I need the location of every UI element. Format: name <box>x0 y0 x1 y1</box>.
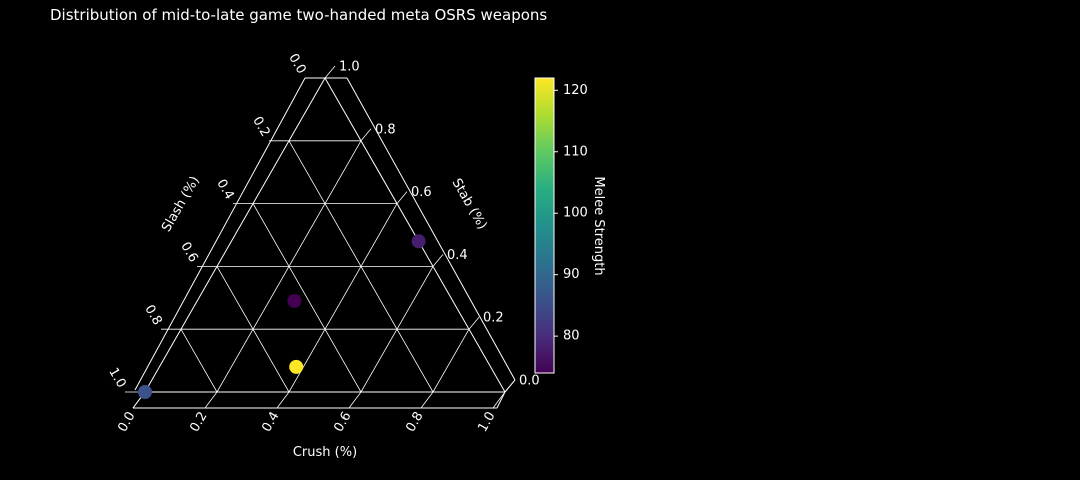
stab-tick-label: 0.0 <box>519 374 540 389</box>
colorbar-label: Melee Strength <box>591 176 606 275</box>
colorbar-tick-label: 90 <box>563 267 580 282</box>
stab-axis-label: Stab (%) <box>448 176 489 232</box>
colorbar: 80 90 100 110 120 Melee Strength <box>534 77 606 374</box>
stab-tick-label: 0.8 <box>375 122 396 137</box>
crush-tick-label: 0.4 <box>259 409 282 434</box>
colorbar-ticks: 80 90 100 110 120 <box>554 83 588 344</box>
slash-tick-label: 0.8 <box>141 302 164 327</box>
stab-tick <box>360 128 372 142</box>
stab-tick-label: 0.2 <box>483 311 504 326</box>
crush-tick <box>204 391 218 409</box>
stab-tick <box>396 191 408 204</box>
data-point <box>138 385 152 399</box>
data-points <box>138 234 426 399</box>
slash-axis-label: Slash (%) <box>159 174 203 235</box>
data-point <box>289 359 304 374</box>
stab-tick <box>432 254 444 267</box>
crush-tick-label: 0.2 <box>187 409 210 434</box>
crush-tick <box>276 391 290 409</box>
grid-line-slash <box>252 203 362 393</box>
crush-tick-label: 0.8 <box>403 409 426 434</box>
slash-tick-label: 1.0 <box>105 365 128 390</box>
frame-edge-left <box>144 77 326 393</box>
colorbar-tick-label: 120 <box>563 83 588 98</box>
slash-tick-label: 0.0 <box>285 51 308 76</box>
frame-outer-left <box>134 77 306 391</box>
chart-title: Distribution of mid-to-late game two-han… <box>50 6 547 24</box>
crush-tick-label: 0.0 <box>115 409 138 434</box>
slash-tick-label: 0.2 <box>249 114 272 139</box>
stab-tick <box>504 379 516 393</box>
slash-tick-label: 0.6 <box>177 240 200 265</box>
crush-tick-label: 1.0 <box>475 409 498 434</box>
grid-line-crush <box>360 266 434 393</box>
crush-tick <box>420 391 434 409</box>
stab-tick-label: 0.4 <box>447 248 468 263</box>
tick-labels: 0.0 0.2 0.4 0.6 0.8 1.0 0.0 0.2 0.4 0.6 0.8 1.0 0.0 0… <box>105 51 539 434</box>
frame-outer-right <box>346 77 516 381</box>
grid-line-crush <box>432 329 470 393</box>
crush-axis-label: Crush (%) <box>293 445 357 460</box>
stab-tick <box>468 316 480 330</box>
grid-line-crush <box>288 203 398 393</box>
stab-tick-label: 0.6 <box>411 185 432 200</box>
grid-line-slash <box>180 329 218 393</box>
colorbar-gradient <box>534 77 555 374</box>
stab-tick <box>324 65 336 79</box>
crush-tick-label: 0.6 <box>331 409 354 434</box>
colorbar-tick-label: 80 <box>563 329 580 344</box>
crush-tick <box>492 391 506 409</box>
slash-tick-label: 0.4 <box>213 177 236 202</box>
grid-line-slash <box>216 266 290 393</box>
colorbar-tick-label: 100 <box>563 206 588 221</box>
stab-tick-label: 1.0 <box>339 60 360 75</box>
data-point <box>287 293 302 308</box>
data-point <box>411 234 426 249</box>
frame-corner-link <box>496 391 506 409</box>
grid-lines <box>180 140 470 393</box>
tick-marks <box>125 65 516 409</box>
frame-edge-right <box>324 77 506 393</box>
colorbar-tick-label: 110 <box>563 144 588 159</box>
crush-tick <box>348 391 362 409</box>
